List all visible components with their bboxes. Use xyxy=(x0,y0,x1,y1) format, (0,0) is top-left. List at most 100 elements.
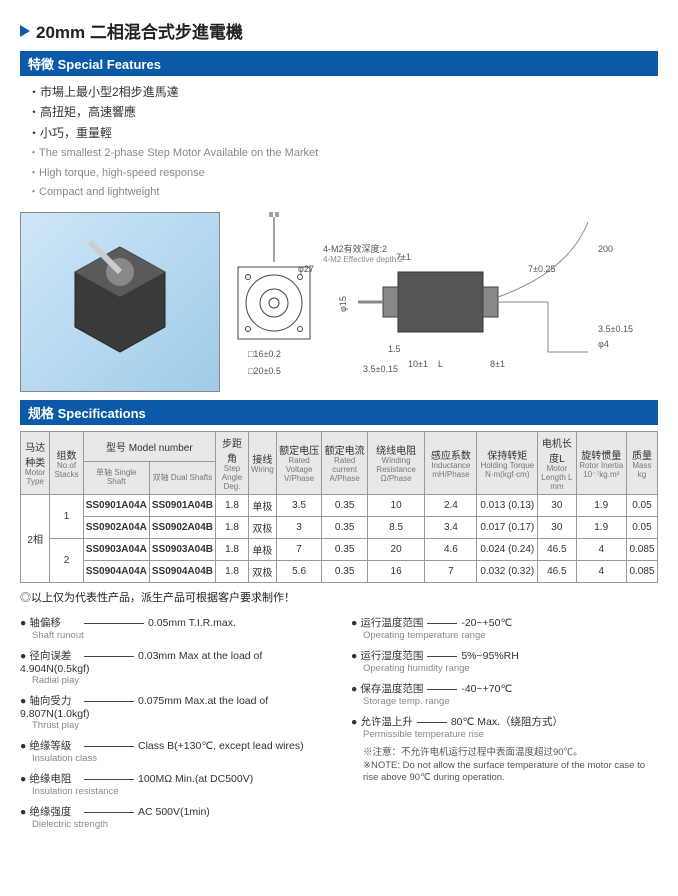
detail-item: 保存温度范围 -40~+70℃Storage temp. range xyxy=(351,681,658,707)
detail-item: 径向误差0.03mm Max at the load of 4.904N(0.5… xyxy=(20,648,327,686)
spec-cell: 20 xyxy=(367,539,425,561)
spec-cell: SS0902A04A xyxy=(83,517,149,539)
spec-cell: 2.4 xyxy=(425,495,477,517)
detail-label-en: Operating humidity range xyxy=(363,663,658,674)
spec-cell: 7 xyxy=(276,539,322,561)
detail-label: 绝缘等级 xyxy=(20,738,80,753)
detail-label: 轴偏移 xyxy=(20,615,80,630)
detail-value: AC 500V(1min) xyxy=(138,806,210,818)
svg-text:7±1: 7±1 xyxy=(396,252,411,262)
spec-cell: 46.5 xyxy=(538,539,576,561)
detail-label-en: Permissible temperature rise xyxy=(363,729,658,740)
spec-cell: 4 xyxy=(576,539,626,561)
spec-cell: 单极 xyxy=(249,539,277,561)
feature-en: ・Compact and lightweight xyxy=(28,184,658,202)
spec-cell: 7 xyxy=(425,561,477,583)
detail-value: 80℃ Max.（绕阻方式） xyxy=(451,716,563,728)
detail-item: 绝缘电阻100MΩ Min.(at DC500V)Insulation resi… xyxy=(20,771,327,797)
detail-item: 轴偏移 0.05mm T.I.R.max.Shaft runout xyxy=(20,615,327,641)
detail-label: 运行湿度范围 xyxy=(351,648,423,663)
warning-en: ※NOTE: Do not allow the surface temperat… xyxy=(363,760,658,785)
spec-cell: 1.8 xyxy=(216,539,249,561)
spec-cell: SS0904A04B xyxy=(149,561,215,583)
spec-cell: 46.5 xyxy=(538,561,576,583)
detail-item: 轴向受力0.075mm Max.at the load of 9.807N(1.… xyxy=(20,693,327,731)
table-row: SS0904A04ASS0904A04B1.8双极5.60.351670.032… xyxy=(21,561,658,583)
svg-text:φ15: φ15 xyxy=(338,296,348,312)
detail-value: -40~+70℃ xyxy=(461,683,512,695)
detail-label-en: Insulation resistance xyxy=(32,786,327,797)
detail-label-en: Insulation class xyxy=(32,753,327,764)
detail-value: 5%~95%RH xyxy=(461,650,519,662)
diagram-row: 4-M2有效深度:2 4-M2 Effective depth:2 φ27 □1… xyxy=(20,212,658,392)
spec-cell: 4 xyxy=(576,561,626,583)
spec-cell: 3.4 xyxy=(425,517,477,539)
spec-cell: 0.35 xyxy=(322,539,367,561)
spec-cell: 0.032 (0.32) xyxy=(477,561,538,583)
spec-cell: 1.8 xyxy=(216,495,249,517)
feature-en: ・The smallest 2-phase Step Motor Availab… xyxy=(28,145,658,163)
detail-label-en: Shaft runout xyxy=(32,630,327,641)
detail-label: 运行温度范围 xyxy=(351,615,423,630)
spec-cell: 30 xyxy=(538,495,576,517)
spec-cell: 1.9 xyxy=(576,495,626,517)
detail-item: 绝缘等级 Class B(+130℃, except lead wires)Ins… xyxy=(20,738,327,764)
feature-en: ・High torque, high-speed response xyxy=(28,165,658,183)
detail-label-en: Radial play xyxy=(32,675,327,686)
svg-text:200: 200 xyxy=(598,244,613,254)
detail-item: 绝缘强度AC 500V(1min)Dielectric strength xyxy=(20,804,327,830)
spec-cell: 8.5 xyxy=(367,517,425,539)
spec-cell: 30 xyxy=(538,517,576,539)
specs-heading: 规格 Specifications xyxy=(20,400,658,425)
page-header: 20mm 二相混合式步進電機 xyxy=(20,18,658,43)
svg-text:φ4: φ4 xyxy=(598,339,609,349)
technical-drawing: 4-M2有效深度:2 4-M2 Effective depth:2 φ27 □1… xyxy=(228,212,658,392)
spec-cell: 0.013 (0.13) xyxy=(477,495,538,517)
detail-value: 100MΩ Min.(at DC500V) xyxy=(138,773,253,785)
spec-cell: SS0901A04A xyxy=(83,495,149,517)
detail-label-en: Thrust play xyxy=(32,720,327,731)
spec-cell: 单极 xyxy=(249,495,277,517)
detail-value: 0.05mm T.I.R.max. xyxy=(148,617,236,629)
spec-cell: 1.9 xyxy=(576,517,626,539)
spec-cell: SS0903A04B xyxy=(149,539,215,561)
spec-cell: 0.35 xyxy=(322,517,367,539)
warning-cn: ※注意：不允许电机运行过程中表面温度超过90℃。 xyxy=(363,747,658,759)
spec-cell: 10 xyxy=(367,495,425,517)
feature-cn: ・高扭矩，高速響應 xyxy=(28,102,658,122)
detail-label: 允许温上升 xyxy=(351,714,413,729)
spec-cell: 0.35 xyxy=(322,495,367,517)
detail-label: 保存温度范围 xyxy=(351,681,423,696)
spec-cell: 1.8 xyxy=(216,517,249,539)
spec-cell: 双极 xyxy=(249,517,277,539)
spec-cell: 4.6 xyxy=(425,539,477,561)
spec-cell: 3.5 xyxy=(276,495,322,517)
detail-value: -20~+50℃ xyxy=(461,617,512,629)
spec-cell: 1.8 xyxy=(216,561,249,583)
feature-cn: ・小巧，重量輕 xyxy=(28,123,658,143)
features-list: ・市場上最小型2相步進馬達 ・高扭矩，高速響應 ・小巧，重量輕 ・The sma… xyxy=(20,82,658,202)
dim-note: 4-M2有效深度:2 xyxy=(323,243,387,254)
triangle-icon xyxy=(20,25,30,37)
spec-cell: 0.05 xyxy=(626,495,657,517)
svg-text:3.5±0.15: 3.5±0.15 xyxy=(598,324,633,334)
spec-cell: 0.35 xyxy=(322,561,367,583)
detail-label: 轴向受力 xyxy=(20,693,80,708)
svg-text:φ27: φ27 xyxy=(298,264,314,274)
detail-value: Class B(+130℃, except lead wires) xyxy=(138,740,304,752)
spec-cell: 0.05 xyxy=(626,517,657,539)
table-row: 2相1SS0901A04ASS0901A04B1.8单极3.50.35102.4… xyxy=(21,495,658,517)
detail-label-en: Storage temp. range xyxy=(363,696,658,707)
svg-text:□16±0.2: □16±0.2 xyxy=(248,349,281,359)
detail-label-en: Dielectric strength xyxy=(32,819,327,830)
spec-cell: 0.024 (0.24) xyxy=(477,539,538,561)
spec-cell: 5.6 xyxy=(276,561,322,583)
stack-cell: 2 xyxy=(50,539,83,583)
spec-table: 马达种类Motor Type 组数No.of Stacks 型号 Model n… xyxy=(20,431,658,583)
spec-cell: 双极 xyxy=(249,561,277,583)
dim-note-en: 4-M2 Effective depth:2 xyxy=(323,255,403,264)
svg-text:□20±0.5: □20±0.5 xyxy=(248,366,281,376)
spec-cell: 16 xyxy=(367,561,425,583)
svg-text:10±1: 10±1 xyxy=(408,359,428,369)
spec-cell: SS0902A04B xyxy=(149,517,215,539)
